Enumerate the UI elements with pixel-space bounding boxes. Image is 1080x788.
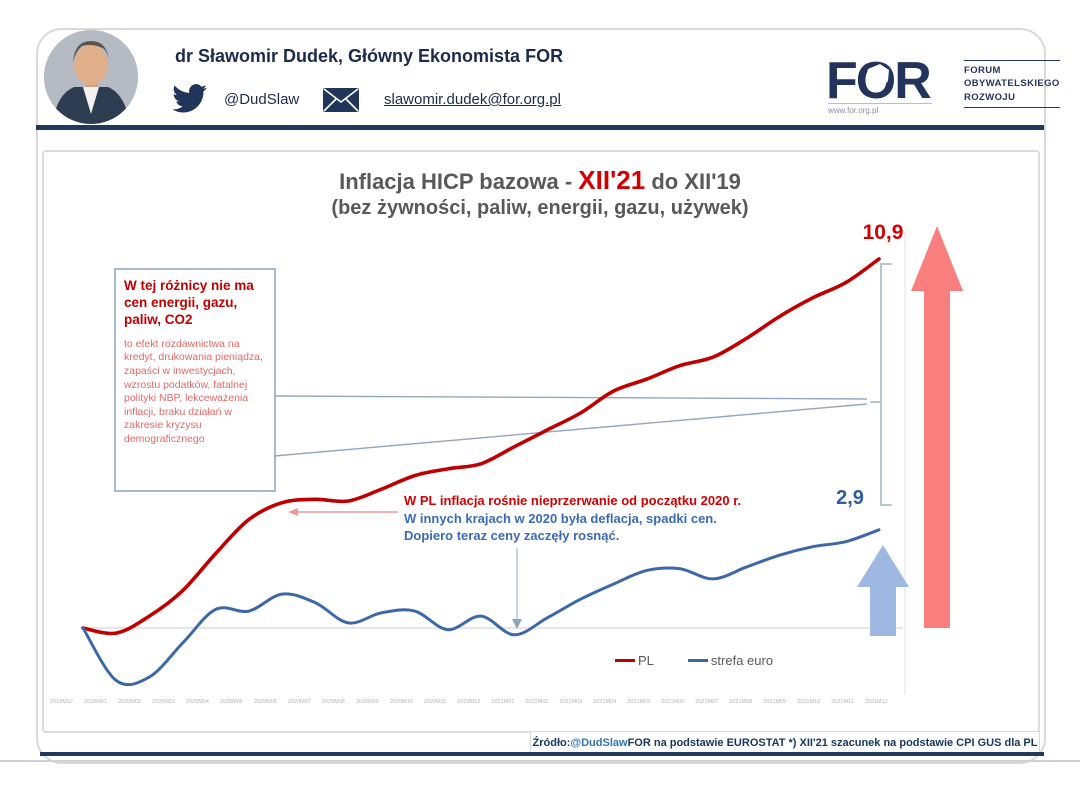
x-axis-label: 2020M10 (389, 699, 413, 705)
for-logo: FOR (826, 52, 964, 113)
x-axis-label: 2021M05 (627, 699, 651, 705)
twitter-icon (172, 84, 208, 119)
chart-subtitle: (bez żywności, paliw, energii, gazu, uży… (331, 197, 749, 219)
x-axis-label: 2020M03 (151, 699, 175, 705)
x-axis-label: 2020M01 (83, 699, 107, 705)
envelope-icon (322, 87, 360, 118)
chart-title-prefix: Inflacja HICP bazowa - (339, 169, 579, 194)
x-axis-label: 2021M12 (864, 699, 888, 705)
avatar (44, 30, 138, 124)
email-link[interactable]: slawomir.dudek@for.org.pl (384, 91, 561, 108)
difference-annotation-box: W tej różnicy nie ma cen energii, gazu, … (114, 268, 276, 492)
legend-dash-icon (615, 659, 635, 662)
legend: PL strefa euro (615, 653, 773, 668)
annotation-body: to efekt rozdawnictwa na kredyt, drukowa… (124, 337, 263, 446)
logo-subtitle-line: ROZWOJU (964, 91, 1016, 103)
logo-subtitle-line: OBYWATELSKIEGO (964, 78, 1060, 90)
x-axis-label: 2020M06 (253, 699, 277, 705)
source-note: Źródło: @DudSlaw FOR na podstawie EUROST… (530, 731, 1040, 753)
twitter-handle-link[interactable]: @DudSlaw (224, 91, 300, 108)
x-axis-label: 2021M10 (797, 699, 821, 705)
envelope-glyph (323, 88, 359, 112)
x-axis-label: 2021M09 (763, 699, 787, 705)
x-axis-label: 2021M04 (593, 699, 617, 705)
chart-title: Inflacja HICP bazowa - XII'21 do XII'19 (0, 165, 1080, 196)
inflation-comment-pl: W PL inflacja rośnie nieprzerwanie od po… (404, 493, 742, 508)
legend-label: strefa euro (710, 653, 774, 668)
x-axis-label: 2020M05 (219, 699, 243, 705)
x-axis-label: 2020M02 (117, 699, 141, 705)
avatar-illustration (44, 30, 138, 124)
x-axis-label: 2021M06 (661, 699, 685, 705)
x-axis-label: 2021M11 (831, 699, 854, 705)
x-axis-label: 2020M09 (355, 699, 379, 705)
source-handle-link[interactable]: @DudSlaw (570, 736, 628, 749)
x-axis-label: 2021M03 (559, 699, 583, 705)
x-axis-label: 2021M08 (729, 699, 753, 705)
x-axis-label: 2020M12 (457, 699, 481, 705)
x-axis-label: 2019M12 (50, 699, 73, 705)
x-axis-label: 2021M02 (525, 699, 549, 705)
source-prefix: Źródło: (532, 736, 571, 749)
legend-item-strefa-euro: strefa euro (687, 653, 774, 668)
x-axis-label: 2021M07 (695, 699, 719, 705)
x-axis-label: 2021M01 (491, 699, 515, 705)
x-axis-label: 2020M07 (287, 699, 311, 705)
logo-subtitle-line: FORUM (964, 65, 1001, 76)
x-axis-label: 2020M08 (321, 699, 345, 705)
x-axis-label: 2020M11 (423, 699, 447, 705)
footer-divider (40, 752, 1044, 756)
author-name: dr Sławomir Dudek, Główny Ekonomista FOR (175, 46, 564, 66)
source-rest: FOR na podstawie EUROSTAT *) XII'21 szac… (627, 736, 1038, 749)
annotation-heading: W tej różnicy nie ma cen energii, gazu, … (124, 278, 254, 327)
inflation-comment: W PL inflacja rośnie nieprzerwanie od po… (404, 492, 744, 545)
for-logo-wordmark: FOR (826, 52, 933, 110)
legend-item-pl: PL (615, 653, 654, 668)
chart-title-suffix: do XII'19 (645, 169, 741, 194)
chart-title-highlight: XII'21 (578, 165, 646, 195)
for-logo-url: www.for.org.pl (828, 103, 932, 115)
legend-label: PL (638, 653, 654, 668)
euro-end-value-label: 2,9 (836, 487, 864, 509)
header-divider (36, 125, 1044, 130)
twitter-bird-glyph (172, 84, 207, 113)
page-bottom-rule (0, 760, 1080, 762)
for-logo-subtitle: FORUM OBYWATELSKIEGO ROZWOJU (964, 60, 1060, 108)
inflation-comment-euro: W innych krajach w 2020 była deflacja, s… (404, 510, 717, 544)
x-axis-labels: 2019M12 2020M01 2020M02 2020M03 2020M04 2020M… (50, 699, 888, 705)
legend-dash-icon (687, 659, 708, 662)
poland-map-icon (866, 64, 889, 90)
x-axis-label: 2020M04 (185, 699, 209, 705)
pl-end-value-label: 10,9 (862, 221, 904, 244)
